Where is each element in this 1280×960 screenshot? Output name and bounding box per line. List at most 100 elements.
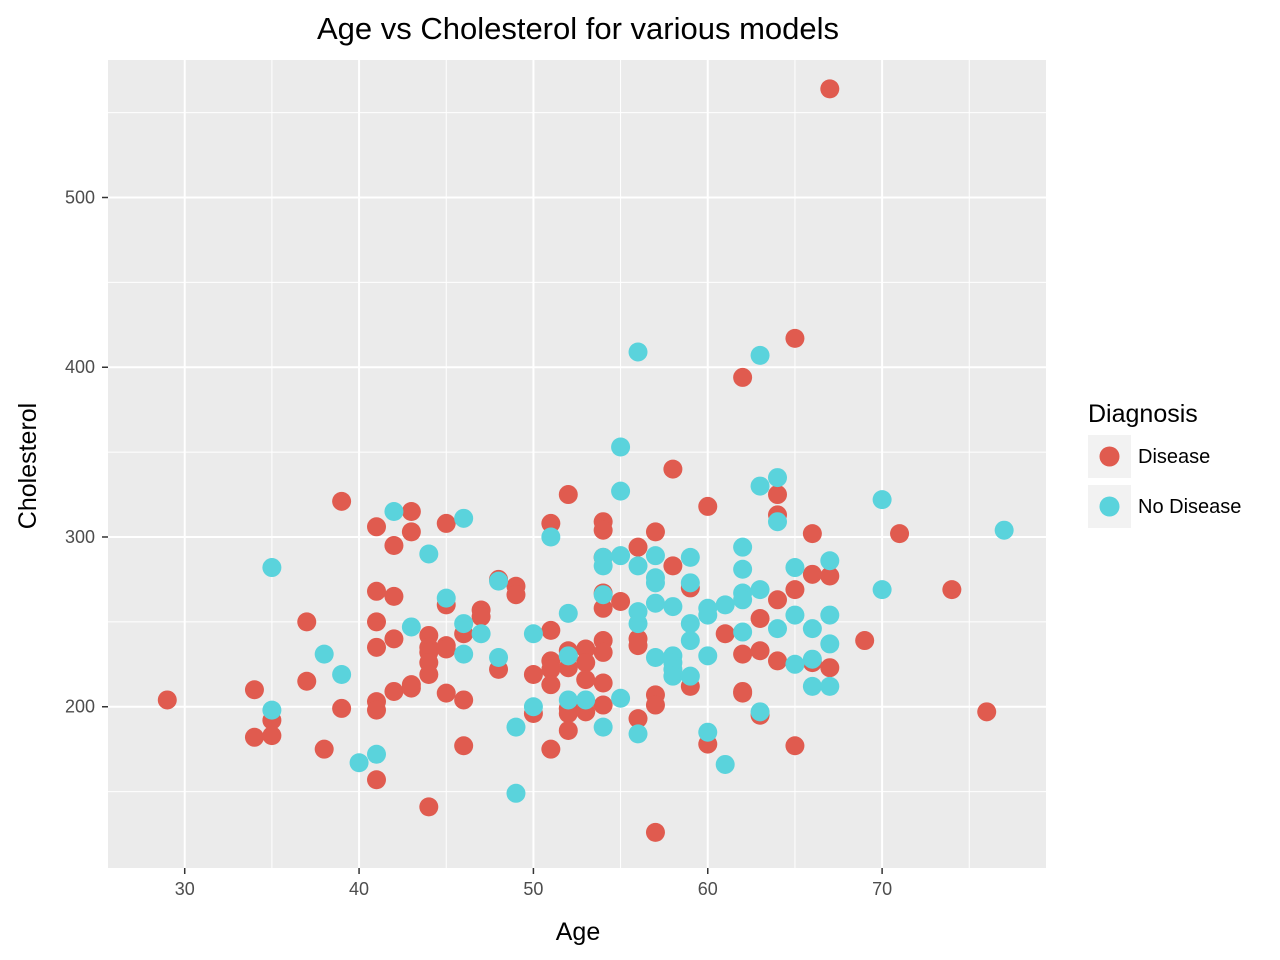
point-no-disease [715,754,735,774]
point-no-disease [750,702,770,722]
point-no-disease [558,646,578,666]
point-no-disease [523,697,543,717]
point-disease [541,739,561,759]
legend-title: Diagnosis [1088,400,1198,428]
point-no-disease [785,605,805,625]
point-disease [454,690,474,710]
point-disease [262,726,282,746]
point-no-disease [593,556,613,576]
point-no-disease [663,666,683,686]
point-disease [541,513,561,533]
point-disease [890,524,910,544]
point-disease [471,607,491,627]
plot-panel [108,60,1046,868]
chart-title: Age vs Cholesterol for various models [317,11,839,46]
point-no-disease [750,345,770,365]
y-tick-label: 400 [65,357,95,377]
point-no-disease [384,502,404,522]
point-disease [593,642,613,662]
point-disease [436,639,456,659]
point-disease [558,704,578,724]
point-disease [244,680,264,700]
point-disease [401,678,421,698]
point-disease [663,459,683,479]
y-axis-title: Cholesterol [14,403,42,529]
point-no-disease [750,580,770,600]
point-disease [628,709,648,729]
point-no-disease [785,558,805,578]
data-points [157,79,1014,842]
point-no-disease [366,744,386,764]
point-no-disease [733,559,753,579]
point-disease [523,664,543,684]
x-tick-label: 30 [175,879,195,899]
point-disease [541,675,561,695]
point-no-disease [785,654,805,674]
point-disease [820,79,840,99]
point-disease [802,524,822,544]
point-no-disease [820,551,840,571]
point-no-disease [471,624,491,644]
point-no-disease [628,724,648,744]
point-no-disease [802,619,822,639]
point-disease [942,580,962,600]
y-tick-label: 200 [65,697,95,717]
minor-gridlines [108,60,1046,868]
point-disease [332,491,352,511]
point-disease [558,721,578,741]
x-tick-label: 60 [698,879,718,899]
point-disease [332,698,352,718]
point-disease [593,673,613,693]
legend: Diagnosis Disease No Disease [1088,400,1241,528]
legend-marker-disease [1099,446,1120,467]
point-no-disease [419,544,439,564]
point-disease [384,681,404,701]
point-disease [733,683,753,703]
point-no-disease [994,520,1014,540]
point-disease [244,727,264,747]
point-no-disease [611,688,631,708]
point-no-disease [611,437,631,457]
point-no-disease [645,648,665,668]
point-no-disease [802,676,822,696]
point-disease [297,612,317,632]
point-disease [645,695,665,715]
point-disease [715,624,735,644]
point-disease [384,535,404,555]
point-no-disease [768,512,788,532]
legend-marker-no-disease [1099,496,1120,517]
point-no-disease [558,690,578,710]
point-no-disease [768,619,788,639]
point-disease [576,670,596,690]
point-disease [576,653,596,673]
point-disease [628,636,648,656]
point-disease [366,637,386,657]
point-no-disease [698,605,718,625]
point-disease [384,586,404,606]
point-no-disease [593,717,613,737]
point-no-disease [680,547,700,567]
point-disease [750,608,770,628]
point-no-disease [628,556,648,576]
point-no-disease [262,558,282,578]
point-no-disease [750,476,770,496]
legend-label-disease: Disease [1138,446,1210,468]
point-disease [768,590,788,610]
point-no-disease [628,342,648,362]
point-no-disease [332,664,352,684]
point-no-disease [506,783,526,803]
point-disease [419,664,439,684]
point-no-disease [593,585,613,605]
point-no-disease [663,597,683,617]
point-disease [366,700,386,720]
point-disease [419,797,439,817]
point-disease [366,581,386,601]
point-no-disease [401,617,421,637]
point-no-disease [523,624,543,644]
y-tick-label: 500 [65,187,95,207]
point-disease [366,517,386,537]
point-disease [820,658,840,678]
point-disease [314,739,334,759]
point-no-disease [645,546,665,566]
